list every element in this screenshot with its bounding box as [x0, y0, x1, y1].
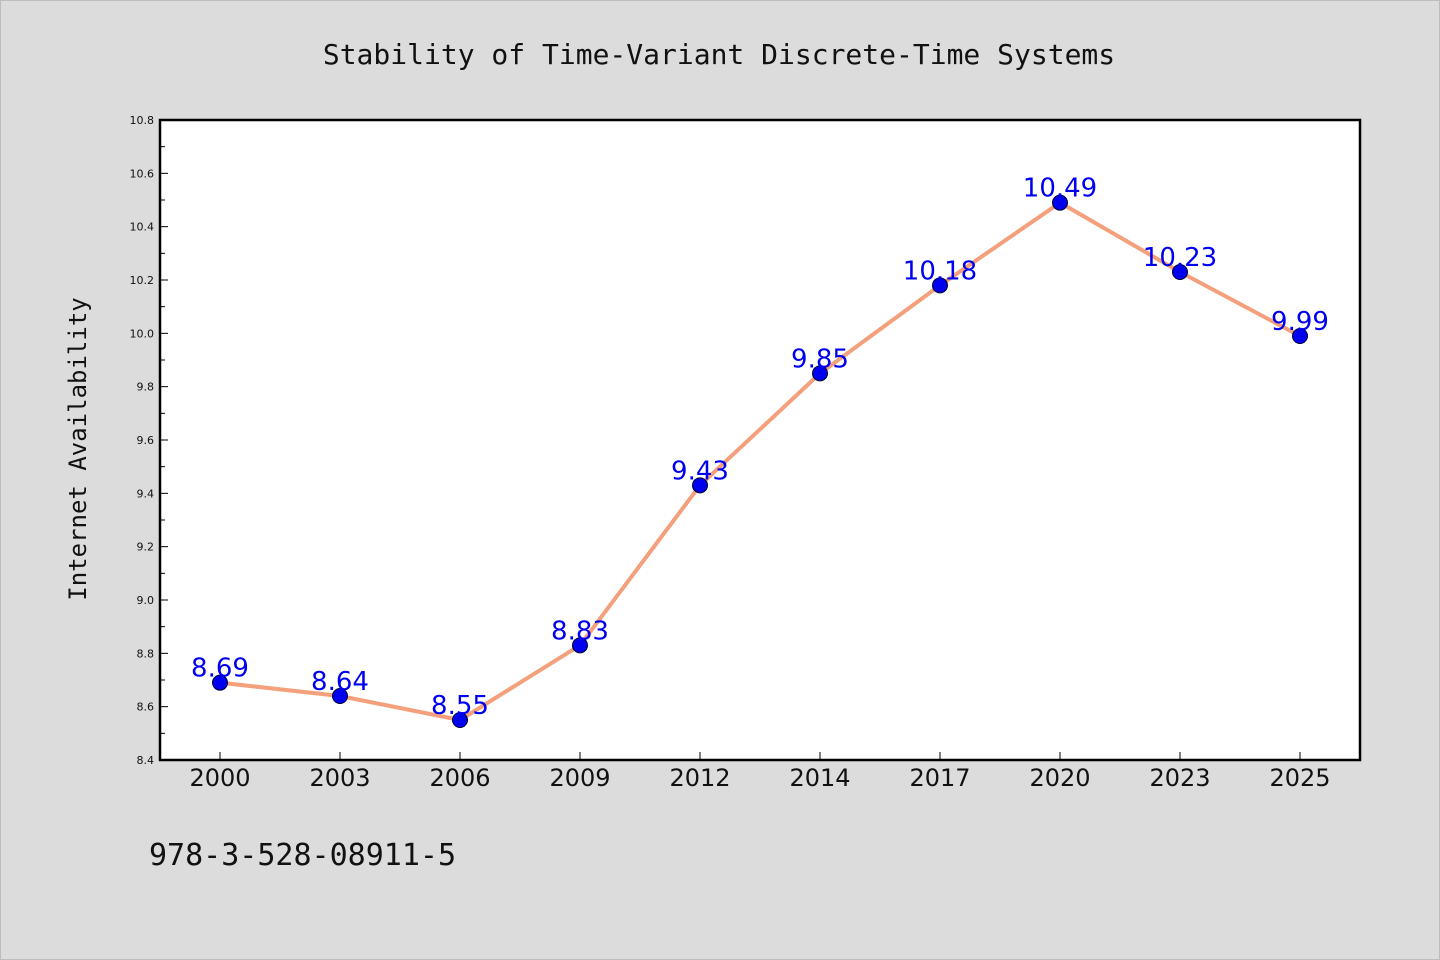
data-label: 8.64 [311, 667, 369, 697]
data-point [452, 712, 468, 728]
data-label: 9.85 [791, 344, 849, 374]
y-tick-label: 10.8 [130, 114, 155, 127]
y-axis-label: Internet Availability [64, 297, 92, 600]
data-point [332, 688, 348, 704]
x-axis-ticks: 2000 2003 2006 2009 2012 2014 2017 2020 2023 2025 [189, 752, 1331, 792]
data-point [1052, 194, 1068, 211]
data-label: 9.99 [1271, 307, 1329, 337]
y-tick-label: 10.2 [130, 274, 155, 287]
series-layer: 8.69 8.64 8.55 8.83 9.43 9.85 10.18 10.49 10.23 9… [191, 174, 1329, 728]
data-point [212, 674, 228, 691]
data-label: 9.43 [671, 456, 729, 486]
x-tick-label: 2023 [1149, 764, 1210, 792]
x-tick-label: 2014 [789, 764, 850, 792]
y-tick-label: 8.8 [137, 647, 155, 660]
y-tick-label: 8.6 [137, 701, 155, 714]
y-tick-label: 10.6 [130, 167, 155, 180]
chart-title: Stability of Time-Variant Discrete-Time … [323, 38, 1115, 71]
data-label: 8.55 [431, 691, 489, 721]
data-point [1292, 328, 1308, 344]
x-tick-label: 2012 [669, 764, 730, 792]
y-tick-label: 10.0 [130, 327, 155, 340]
x-tick-label: 2017 [909, 764, 970, 792]
data-point [572, 637, 588, 654]
data-label: 10.49 [1023, 174, 1097, 204]
y-tick-label: 9.6 [137, 434, 155, 447]
plot-area [158, 118, 1362, 762]
y-tick-label: 9.8 [137, 381, 155, 394]
y-tick-label: 8.4 [137, 754, 155, 767]
data-point [1172, 264, 1188, 280]
series-line [218, 200, 1302, 722]
data-label: 8.83 [551, 616, 609, 646]
data-point [692, 477, 708, 494]
y-axis-ticks: 8.4 8.6 8.8 9.0 9.2 9.4 9.6 9.8 10.0 10.2 10.4 10.6… [130, 114, 168, 767]
data-point [812, 365, 828, 382]
x-tick-label: 2006 [429, 764, 490, 792]
y-tick-label: 9.0 [137, 594, 155, 607]
x-tick-label: 2003 [309, 764, 370, 792]
x-tick-label: 2000 [189, 764, 250, 792]
x-tick-label: 2025 [1269, 764, 1330, 792]
x-tick-label: 2020 [1029, 764, 1090, 792]
x-tick-label: 2009 [549, 764, 610, 792]
y-tick-label: 9.4 [137, 487, 155, 500]
data-label: 10.18 [903, 256, 977, 286]
y-tick-label: 9.2 [137, 541, 155, 554]
isbn-text: 978-3-528-08911-5 [149, 838, 456, 873]
data-label: 8.69 [191, 654, 249, 684]
y-tick-label: 10.4 [130, 221, 155, 234]
data-point [932, 277, 948, 294]
data-label: 10.23 [1143, 243, 1217, 273]
